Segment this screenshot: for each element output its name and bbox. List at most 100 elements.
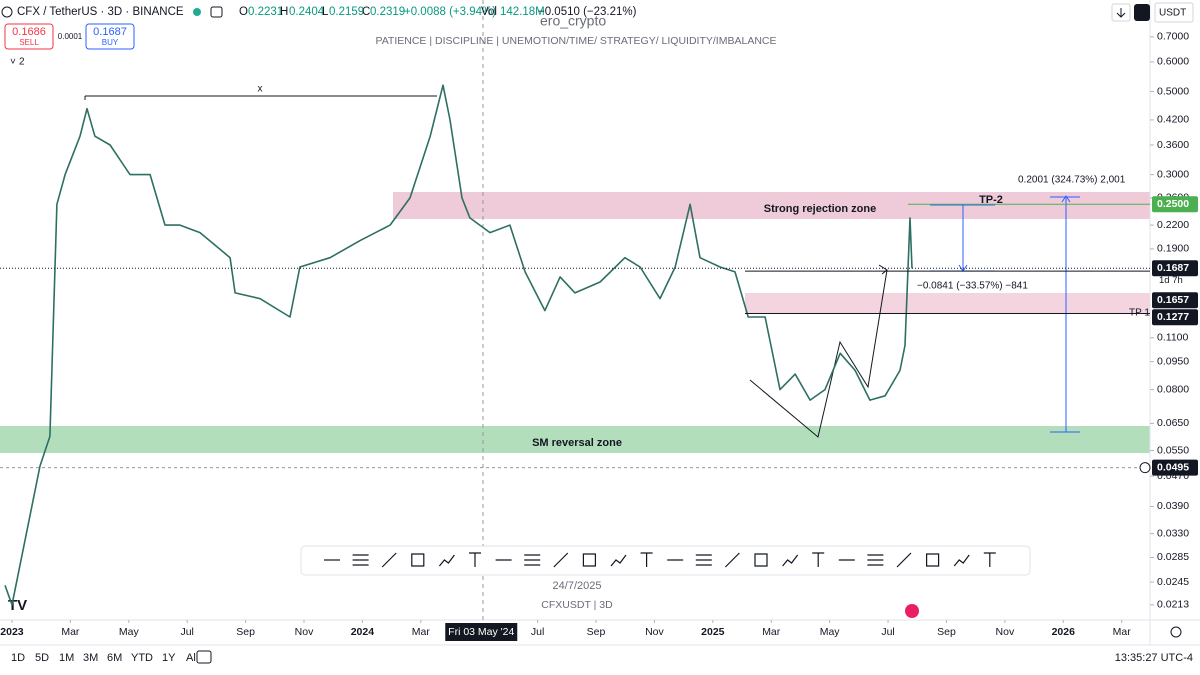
open-value: 0.2231 [248,6,283,18]
eye-icon[interactable] [210,6,223,18]
range-button[interactable]: All [186,652,198,664]
clock: 13:35:27 UTC-4 [1115,652,1193,664]
tool-icon[interactable] [352,554,369,566]
period-change: −0.0510 (−23.21%) [538,6,637,18]
sell-label[interactable]: SELL [19,38,39,47]
x-tick-label: Mar [1113,626,1132,638]
y-tick-label: 0.0245 [1157,576,1189,588]
range-button[interactable]: 3M [83,652,98,664]
toolbar-icons [324,552,996,568]
currency-select[interactable] [1154,2,1194,23]
countdown: 1d 7h [1159,275,1183,286]
tool-icon[interactable] [610,554,627,567]
tool-icon[interactable] [381,552,397,568]
y-tick-label: 0.3600 [1157,139,1189,151]
rejection-zone-label: Strong rejection zone [764,203,876,215]
range-button[interactable]: 1M [59,652,74,664]
tool-icon[interactable] [724,552,740,568]
tool-icon[interactable] [754,553,768,567]
price-line [4,84,913,606]
y-tick-label: 0.0950 [1157,355,1189,367]
close-value: 0.2319 [370,6,405,18]
volume-label: Vol [481,6,497,18]
date-note: 24/7/2025 [553,580,602,592]
buy-button[interactable] [85,23,135,50]
tool-icon[interactable] [438,554,455,567]
x-tick-label: 2023 [0,626,24,638]
tool-icon[interactable] [411,553,425,567]
tool-icon[interactable] [524,554,541,566]
tool-icon[interactable] [983,552,996,567]
y-tick-label: 0.5000 [1157,85,1189,97]
symbol-title[interactable]: CFX / TetherUS · 3D · BINANCE [17,6,184,18]
indicators-toggle[interactable]: ˅ [10,57,16,68]
tp2-label: TP-2 [979,194,1003,206]
x-tick-label: Jul [180,626,193,638]
tool-icon[interactable] [926,553,940,567]
tool-icon[interactable] [896,552,912,568]
price-badge-label: 0.2500 [1157,198,1189,210]
high-label: H [280,6,288,18]
y-tick-label: 0.0550 [1157,444,1189,456]
y-tick-label: 0.4200 [1157,114,1189,126]
tool-icon[interactable] [812,552,825,567]
tool-icon[interactable] [553,552,569,568]
price-badge [1152,309,1198,326]
x-tick-label: Nov [996,626,1015,638]
sell-button[interactable] [4,23,54,50]
y-tick-label: 0.0330 [1157,527,1189,539]
tool-icon[interactable] [867,554,884,566]
price-badge [1152,459,1198,476]
x-tick-label: Sep [937,626,956,638]
spread: 0.0001 [58,32,83,41]
add-alert[interactable] [1139,462,1151,474]
date-range-icon[interactable] [196,650,212,664]
tool-icon[interactable] [582,553,596,567]
currency[interactable]: USDT [1159,8,1186,19]
download-icon [1116,8,1126,18]
x-tick-label: 2024 [351,626,375,638]
crosshair-label: Fri 03 May '24 [448,626,514,638]
x-tick-label: Nov [645,626,664,638]
y-tick-label: 0.0390 [1157,500,1189,512]
volume-value: 142.18M [500,6,545,18]
tool-icon[interactable] [782,554,799,567]
range-button[interactable]: 1Y [162,652,176,664]
range-button[interactable]: 5D [35,652,49,664]
range-button[interactable]: 1D [11,652,25,664]
settings-icon[interactable] [1170,626,1182,638]
price-badge [1152,260,1198,277]
open-label: O [239,6,248,18]
high-marker: x [258,84,263,95]
y-tick-label: 0.2200 [1157,219,1189,231]
buy-label[interactable]: BUY [102,38,119,47]
close-label: C [362,6,370,18]
x-tick-label: May [119,626,140,638]
crosshair-badge [445,623,518,641]
x-tick-label: Sep [236,626,255,638]
price-badge [1152,292,1198,309]
range-button[interactable]: 6M [107,652,122,664]
drawing-toolbar [300,545,1031,576]
event-icon[interactable] [905,604,919,618]
range-button[interactable]: YTD [131,652,153,664]
y-tick-label: 0.0650 [1157,417,1189,429]
x-tick-label: Nov [295,626,314,638]
measure-down-label: −0.0841 (−33.57%) −841 [917,281,1028,292]
tool-icon[interactable] [695,554,712,566]
tool-icon[interactable] [469,552,481,567]
buy-price[interactable]: 0.1687 [93,26,127,38]
reversal-zone-label: SM reversal zone [532,437,622,449]
reversal-zone [0,426,1150,453]
x-tick-label: Jul [881,626,894,638]
screenshot-button[interactable] [1134,4,1150,21]
tool-icon[interactable] [953,554,970,567]
high-value: 0.2404 [289,6,325,18]
y-tick-label: 0.0213 [1157,599,1189,611]
sell-price[interactable]: 0.1686 [12,26,46,38]
y-tick-label: 0.1100 [1157,332,1188,344]
tool-icon[interactable] [640,552,653,567]
x-tick-label: Mar [762,626,781,638]
price-badge-label: 0.1657 [1157,294,1189,306]
indicators-count[interactable]: 2 [19,57,25,68]
